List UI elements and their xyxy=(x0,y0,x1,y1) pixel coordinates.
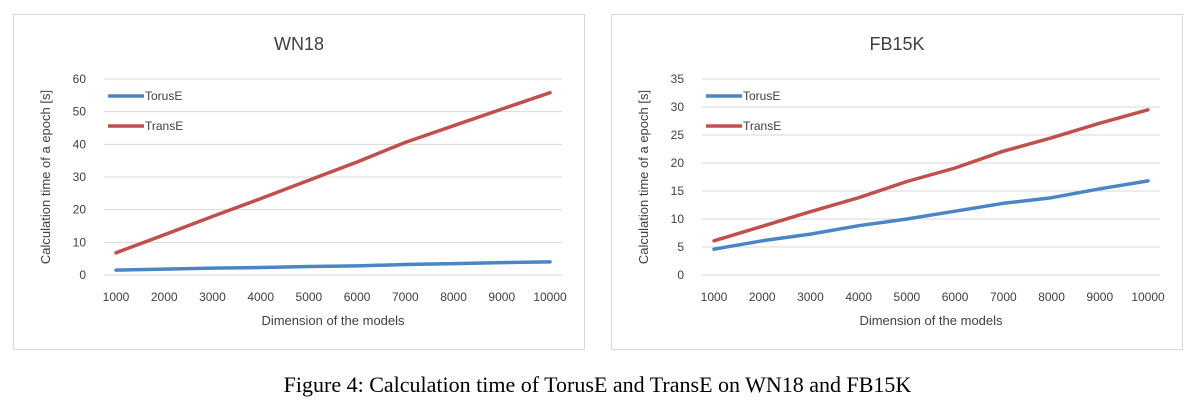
x-tick-label: 3000 xyxy=(199,290,226,304)
chart-panel-wn18: WN18 0 10 20 30 40 50 60 1000 2000 3000 4000 5000 600… xyxy=(13,14,585,350)
y-tick-label: 30 xyxy=(671,100,685,114)
chart-fb15k: FB15K 0 5 10 15 20 25 30 35 1000 2000 3000 4000 5000 6… xyxy=(636,34,1165,328)
y-tick-label: 40 xyxy=(73,137,87,151)
x-tick-label: 5000 xyxy=(894,290,921,304)
legend-label-transe: TransE xyxy=(743,119,781,133)
x-tick-label: 3000 xyxy=(797,290,824,304)
y-tick-label: 25 xyxy=(671,128,685,142)
x-tick-label: 8000 xyxy=(440,290,467,304)
y-tick-label: 0 xyxy=(79,268,86,282)
x-tick-label: 10000 xyxy=(1131,290,1165,304)
chart-title: FB15K xyxy=(869,34,924,54)
x-tick-label: 9000 xyxy=(488,290,515,304)
x-tick-label: 7000 xyxy=(392,290,419,304)
y-tick-label: 10 xyxy=(671,212,685,226)
chart-wn18: WN18 0 10 20 30 40 50 60 1000 2000 3000 4000 5000 600… xyxy=(38,34,567,328)
y-tick-label: 60 xyxy=(73,72,87,86)
x-axis-title: Dimension of the models xyxy=(261,313,405,328)
y-axis-title: Calculation time of a epoch [s] xyxy=(636,90,651,264)
x-tick-label: 1000 xyxy=(701,290,728,304)
series-line-transe xyxy=(114,90,552,255)
x-tick-label: 1000 xyxy=(103,290,130,304)
y-axis-title: Calculation time of a epoch [s] xyxy=(38,90,53,264)
x-tick-label: 4000 xyxy=(845,290,872,304)
x-tick-label: 2000 xyxy=(749,290,776,304)
chart-title: WN18 xyxy=(274,34,324,54)
figure-caption: Figure 4: Calculation time of TorusE and… xyxy=(283,372,912,397)
x-tick-label: 6000 xyxy=(942,290,969,304)
y-tick-label: 20 xyxy=(73,203,87,217)
y-tick-label: 30 xyxy=(73,170,87,184)
series-line-transe xyxy=(712,108,1150,243)
x-tick-label: 10000 xyxy=(533,290,567,304)
x-tick-label: 6000 xyxy=(344,290,371,304)
x-axis-title: Dimension of the models xyxy=(859,313,1003,328)
legend-label-transe: TransE xyxy=(145,119,183,133)
y-tick-label: 35 xyxy=(671,72,685,86)
y-tick-label: 15 xyxy=(671,184,685,198)
y-tick-label: 20 xyxy=(671,156,685,170)
x-tick-label: 9000 xyxy=(1086,290,1113,304)
legend-label-toruse: TorusE xyxy=(145,89,182,103)
x-tick-label: 4000 xyxy=(247,290,274,304)
legend-label-toruse: TorusE xyxy=(743,89,780,103)
x-tick-label: 2000 xyxy=(151,290,178,304)
chart-panel-fb15k: FB15K 0 5 10 15 20 25 30 35 1000 2000 3000 4000 5000 6… xyxy=(611,14,1183,350)
x-tick-label: 5000 xyxy=(296,290,323,304)
y-tick-label: 50 xyxy=(73,105,87,119)
series-line-toruse xyxy=(712,179,1150,251)
y-tick-label: 10 xyxy=(73,235,87,249)
series-line-toruse xyxy=(114,260,552,272)
y-tick-label: 0 xyxy=(677,268,684,282)
y-tick-label: 5 xyxy=(677,240,684,254)
x-tick-label: 8000 xyxy=(1038,290,1065,304)
x-tick-label: 7000 xyxy=(990,290,1017,304)
